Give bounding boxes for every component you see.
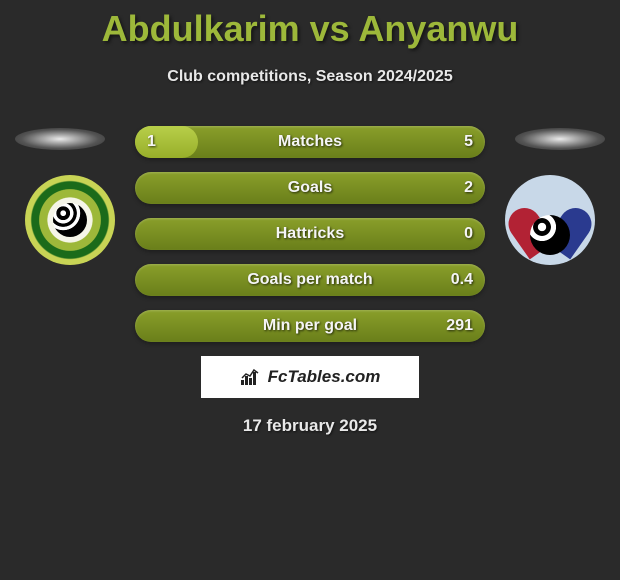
- stat-label: Matches: [278, 133, 342, 151]
- stat-row-matches: 1 Matches 5: [135, 126, 485, 158]
- stat-label: Min per goal: [263, 317, 357, 335]
- stat-right-value: 0.4: [451, 271, 473, 289]
- stat-label: Hattricks: [276, 225, 344, 243]
- stat-label: Goals per match: [247, 271, 372, 289]
- page-title: Abdulkarim vs Anyanwu: [0, 0, 620, 50]
- date-label: 17 february 2025: [0, 416, 620, 436]
- stat-row-mpg: Min per goal 291: [135, 310, 485, 342]
- shadow-right: [515, 128, 605, 150]
- stats-container: 1 Matches 5 Goals 2 Hattricks 0 Goals pe…: [135, 126, 485, 342]
- stat-right-value: 5: [464, 133, 473, 151]
- brand-badge[interactable]: FcTables.com: [201, 356, 419, 398]
- stat-left-value: 1: [147, 133, 156, 151]
- stat-row-hattricks: Hattricks 0: [135, 218, 485, 250]
- stat-right-value: 2: [464, 179, 473, 197]
- stat-label: Goals: [288, 179, 332, 197]
- brand-label: FcTables.com: [268, 367, 381, 387]
- team-logo-right: [505, 175, 595, 265]
- shadow-left: [15, 128, 105, 150]
- stat-row-goals: Goals 2: [135, 172, 485, 204]
- stat-fill: [135, 126, 198, 158]
- page-subtitle: Club competitions, Season 2024/2025: [0, 68, 620, 86]
- stat-right-value: 291: [446, 317, 473, 335]
- stat-right-value: 0: [464, 225, 473, 243]
- team-logo-left: [25, 175, 115, 265]
- chart-icon: [240, 368, 262, 386]
- stat-row-gpm: Goals per match 0.4: [135, 264, 485, 296]
- ball-icon: [530, 215, 570, 255]
